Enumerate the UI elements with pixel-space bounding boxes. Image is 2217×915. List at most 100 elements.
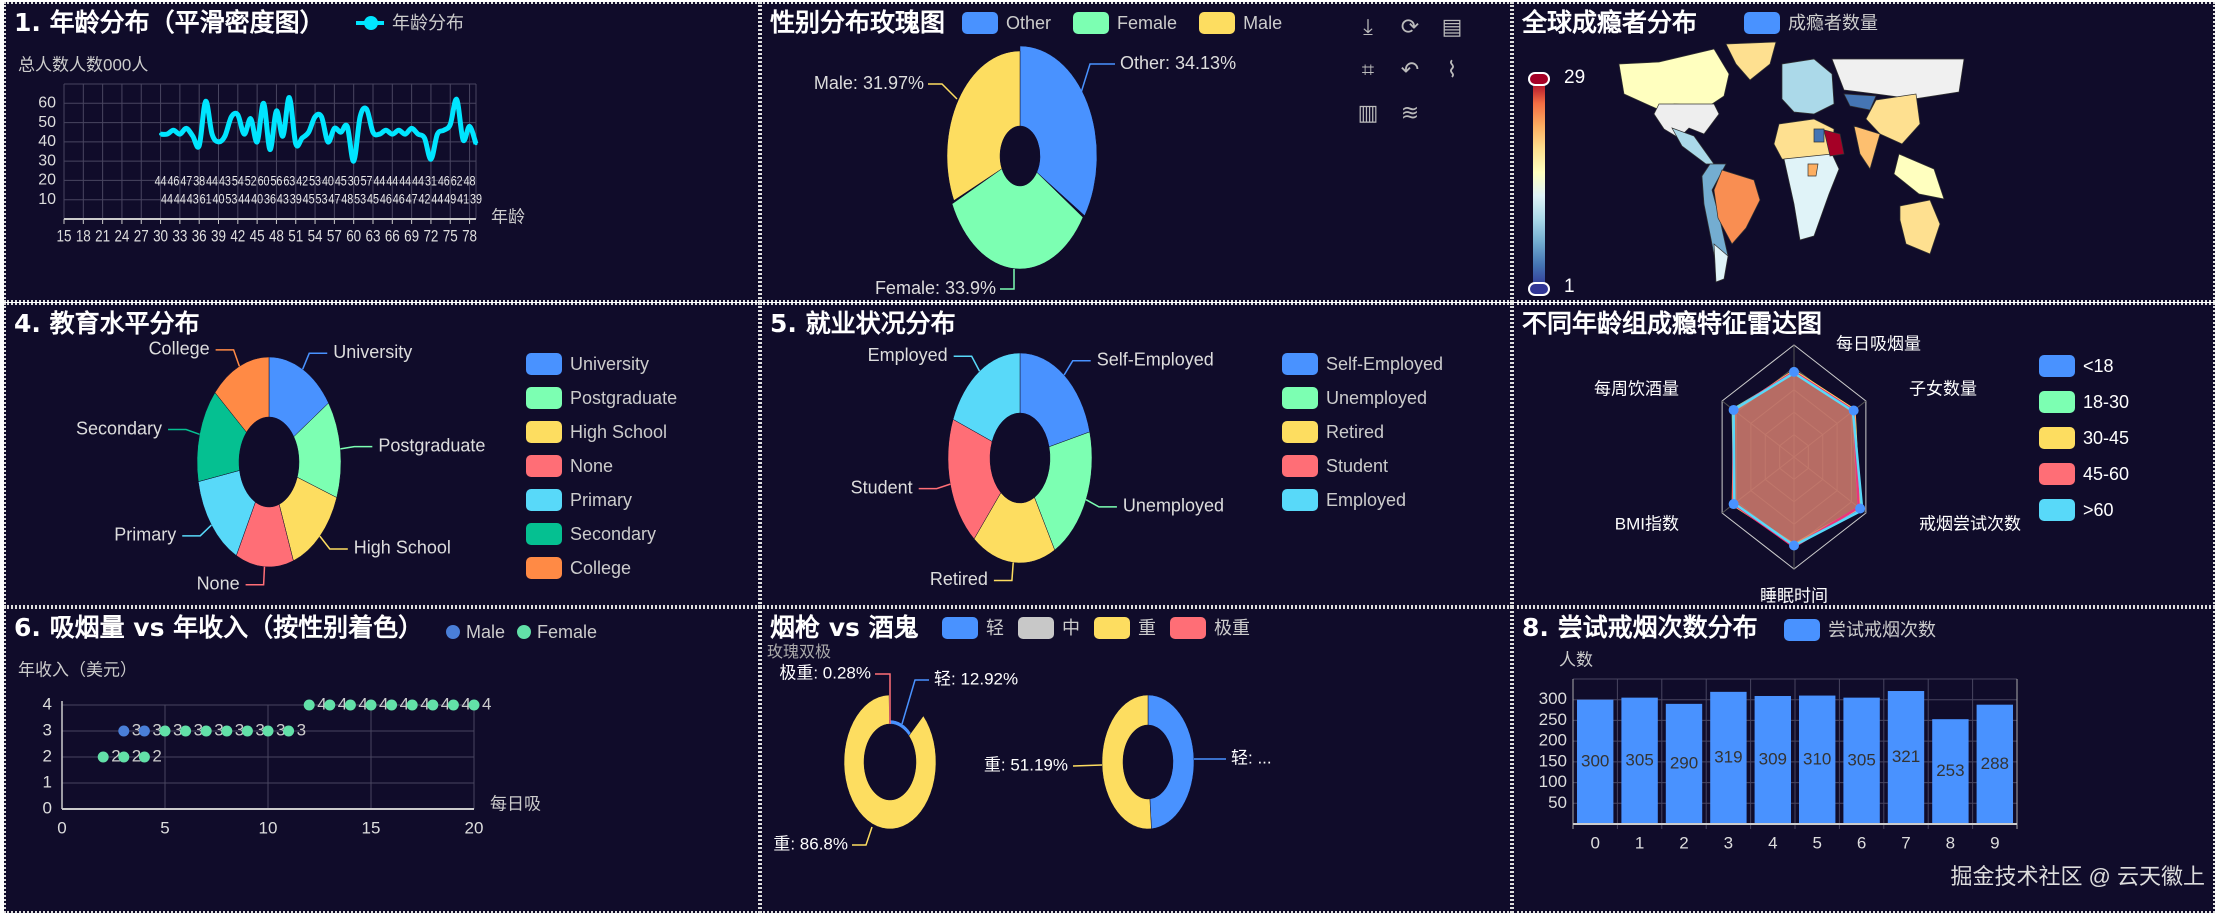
bar[interactable]	[1976, 704, 2013, 824]
data-point[interactable]	[468, 124, 472, 128]
legend-item-university[interactable]: University	[526, 353, 649, 375]
legend-item[interactable]: <18	[2039, 355, 2114, 377]
country-region-australia[interactable]	[1899, 199, 1941, 255]
visual-map-slider[interactable]	[1528, 72, 1550, 297]
data-point[interactable]	[390, 132, 394, 136]
bar[interactable]	[1577, 699, 1614, 824]
data-point[interactable]	[384, 128, 388, 132]
radar-point[interactable]	[1855, 503, 1866, 514]
legend-item-employed[interactable]: Employed	[1282, 489, 1406, 511]
scatter-point-female[interactable]	[159, 725, 171, 737]
legend-item-postgraduate[interactable]: Postgraduate	[526, 387, 677, 409]
radar-point[interactable]	[1789, 366, 1799, 377]
data-point[interactable]	[455, 97, 459, 101]
donut-slice-unemployed[interactable]	[1034, 431, 1093, 551]
data-point[interactable]	[171, 128, 175, 132]
scatter-point-female[interactable]	[427, 699, 439, 711]
legend-item-retired[interactable]: Retired	[1282, 421, 1384, 443]
scatter-point-female[interactable]	[447, 699, 459, 711]
country-region-saudi-arabia[interactable]	[1823, 129, 1845, 157]
data-point[interactable]	[339, 130, 343, 134]
country-region-russia[interactable]	[1831, 58, 1965, 100]
data-point[interactable]	[397, 128, 401, 132]
data-point[interactable]	[474, 142, 478, 146]
data-view-icon[interactable]: ▤	[1441, 14, 1463, 39]
data-point[interactable]	[403, 132, 407, 136]
scatter-point-female[interactable]	[386, 699, 398, 711]
data-point[interactable]	[435, 132, 439, 136]
data-point[interactable]	[223, 134, 227, 138]
data-point[interactable]	[410, 126, 414, 130]
legend-item-primary[interactable]: Primary	[526, 489, 632, 511]
legend-item[interactable]: 45-60	[2039, 463, 2129, 485]
scatter-point-female[interactable]	[303, 699, 315, 711]
legend-item[interactable]: >60	[2039, 499, 2114, 521]
bar[interactable]	[1754, 695, 1791, 824]
legend-item[interactable]: 轻	[942, 617, 1004, 639]
scatter-point-female[interactable]	[97, 751, 109, 763]
legend-item[interactable]: 重	[1094, 617, 1156, 639]
data-point[interactable]	[300, 136, 304, 140]
legend-item-male[interactable]: Male	[1199, 12, 1282, 34]
data-point[interactable]	[320, 115, 323, 119]
refresh-icon[interactable]: ⟳	[1400, 14, 1420, 39]
legend-item-self-employed[interactable]: Self-Employed	[1282, 353, 1443, 375]
legend-item[interactable]: 30-45	[2039, 427, 2129, 449]
visual-map-min-handle[interactable]	[1528, 282, 1550, 296]
legend-item[interactable]: 年龄分布	[356, 12, 464, 34]
visual-map-max-handle[interactable]	[1528, 72, 1550, 86]
data-point[interactable]	[255, 140, 259, 144]
data-point[interactable]	[416, 132, 420, 136]
scatter-point-female[interactable]	[365, 699, 377, 711]
country-region-mexico-central-america[interactable]	[1671, 127, 1715, 165]
bar[interactable]	[1621, 697, 1658, 824]
scatter-point-female[interactable]	[406, 699, 418, 711]
data-point[interactable]	[268, 148, 272, 152]
legend-item-high-school[interactable]: High School	[526, 421, 667, 443]
legend-item[interactable]: 尝试戒烟次数	[1784, 619, 1936, 641]
zoom-crop-icon[interactable]: ⌗	[1361, 57, 1375, 82]
bar[interactable]	[1665, 703, 1703, 824]
donut-slice-self-employed[interactable]	[1019, 352, 1091, 448]
data-point[interactable]	[358, 115, 362, 119]
data-point[interactable]	[229, 115, 233, 119]
scatter-point-female[interactable]	[180, 725, 192, 737]
scatter-point-female[interactable]	[262, 725, 274, 737]
bar[interactable]	[1887, 691, 1925, 824]
country-region-brazil[interactable]	[1713, 169, 1761, 245]
country-region-china[interactable]	[1865, 93, 1921, 145]
legend-item[interactable]: 中	[1018, 617, 1080, 639]
country-region-egypt[interactable]	[1813, 128, 1825, 143]
country-region-central-african[interactable]	[1807, 163, 1819, 177]
data-point[interactable]	[352, 159, 356, 163]
bar[interactable]	[1843, 697, 1880, 824]
rose-slice-male[interactable]	[946, 50, 1021, 201]
radar-point[interactable]	[1848, 405, 1859, 416]
scatter-point-female[interactable]	[283, 725, 295, 737]
data-point[interactable]	[184, 126, 188, 130]
data-point[interactable]	[197, 144, 201, 148]
scatter-point-female[interactable]	[468, 699, 480, 711]
restore-icon[interactable]: ↶	[1400, 57, 1420, 82]
line-chart-icon[interactable]: ⌇	[1446, 57, 1458, 82]
radar-series-60[interactable]	[1732, 371, 1864, 547]
bar-chart-icon[interactable]: ▥	[1357, 100, 1379, 125]
data-point[interactable]	[313, 115, 317, 119]
data-point[interactable]	[377, 132, 381, 136]
country-region-argentina[interactable]	[1713, 243, 1729, 283]
country-region-india[interactable]	[1853, 125, 1881, 170]
rose-slice-heavy[interactable]	[843, 694, 937, 830]
data-point[interactable]	[262, 101, 266, 105]
data-point[interactable]	[365, 107, 369, 111]
legend-item-female[interactable]: Female	[1073, 12, 1177, 34]
donut-slice-student[interactable]	[947, 418, 1002, 540]
data-point[interactable]	[461, 138, 465, 142]
rose-slice-light[interactable]	[889, 719, 912, 737]
scatter-point-male[interactable]	[118, 725, 130, 737]
scatter-point-male[interactable]	[138, 725, 150, 737]
data-point[interactable]	[371, 130, 375, 134]
legend-item[interactable]: 18-30	[2039, 391, 2129, 413]
radar-point[interactable]	[1789, 540, 1799, 551]
data-point[interactable]	[429, 157, 433, 161]
legend-item-secondary[interactable]: Secondary	[526, 523, 656, 545]
